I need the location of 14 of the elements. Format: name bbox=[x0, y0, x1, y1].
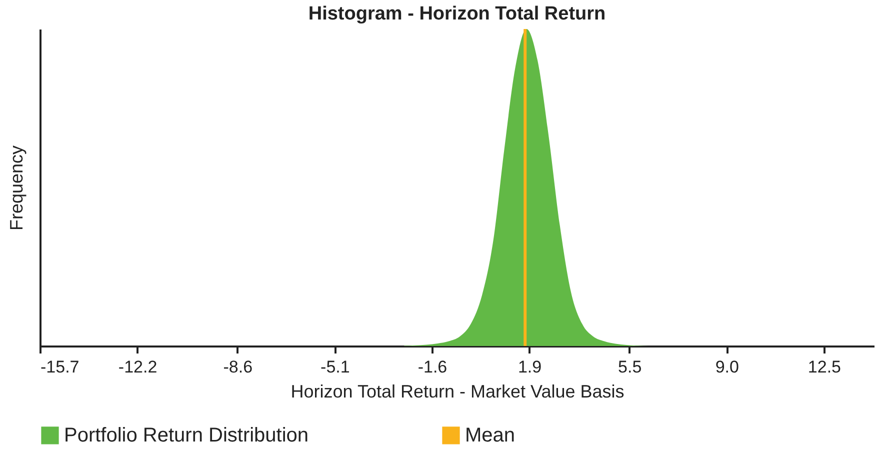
x-axis-title: Horizon Total Return - Market Value Basis bbox=[290, 382, 624, 402]
x-tick-label: -1.6 bbox=[418, 358, 448, 376]
y-axis-title: Frequency bbox=[6, 145, 26, 231]
x-tick-label: -12.2 bbox=[118, 358, 158, 376]
x-tick-label: 9.0 bbox=[715, 358, 739, 376]
legend-label: Mean bbox=[465, 424, 516, 446]
legend-label: Portfolio Return Distribution bbox=[64, 424, 309, 446]
x-tick-label: 12.5 bbox=[808, 358, 842, 376]
x-tick-label: -5.1 bbox=[320, 358, 350, 376]
x-tick-label: 1.9 bbox=[518, 358, 542, 376]
x-tick-label: -8.6 bbox=[223, 358, 253, 376]
chart-title: Histogram - Horizon Total Return bbox=[308, 4, 606, 24]
x-tick-label: 5.5 bbox=[618, 358, 642, 376]
x-tick-label: -15.7 bbox=[40, 358, 80, 376]
